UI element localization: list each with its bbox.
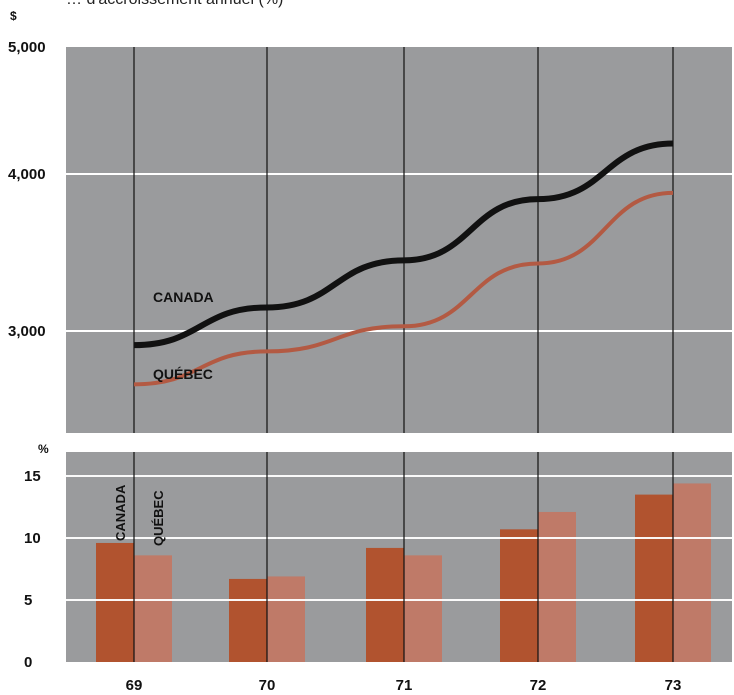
y-tick-label: 4,000 [8,166,46,183]
series-line-quebec [133,190,674,387]
y-tick-label: 3,000 [8,323,46,340]
y-tick-label: 0 [24,654,32,671]
unit-label: $ [10,9,17,23]
bottom-chart: 0 5 10 15% CANADA QUÉBEC 69 70 71 72 73 [24,442,732,694]
bar-quebec [267,576,305,662]
y-tick-label: 15 [24,468,41,485]
x-tick-label: 72 [530,677,547,694]
y-tick-label: 10 [24,530,41,547]
bar-canada [229,578,267,662]
y-tick-label: 5,000 [8,39,46,56]
series-label-quebec: QUÉBEC [153,366,213,382]
bar-quebec [538,511,576,662]
unit-label: % [38,442,49,456]
y-tick-label: 5 [24,592,32,609]
bar-legend-canada: CANADA [113,484,128,541]
x-tick-label: 69 [126,677,143,694]
top-chart: 3,000 4,000 5,000 $ CANADA QUÉBEC [8,9,732,433]
bar-quebec [404,555,442,662]
bar-canada [500,529,538,662]
chart-subtitle: … d'accroissement annuel (%) [66,0,283,8]
bar-canada [635,494,673,662]
top-panel-background [66,47,732,433]
x-tick-label: 71 [396,677,413,694]
bar-quebec [673,483,711,662]
bar-canada [96,542,134,662]
series-label-canada: CANADA [153,289,214,305]
bar-canada [366,547,404,662]
x-tick-label: 73 [665,677,682,694]
bar-quebec [134,555,172,662]
bar-legend-quebec: QUÉBEC [151,490,166,546]
x-tick-label: 70 [259,677,276,694]
